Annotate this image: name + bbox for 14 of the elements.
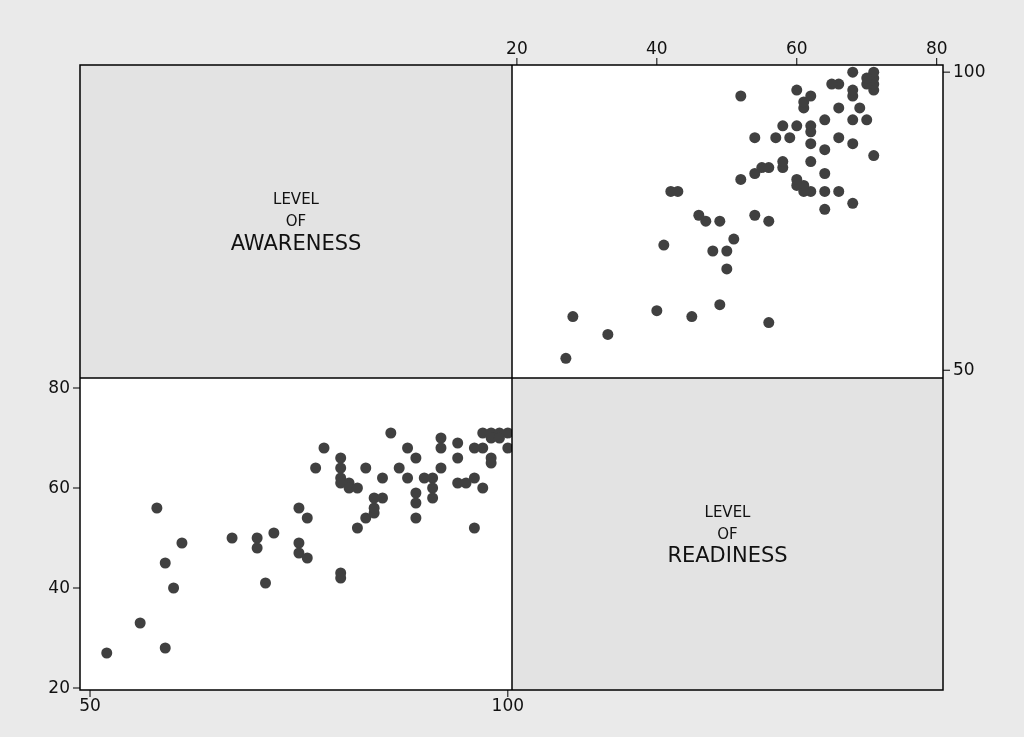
y-tick-label: 20 bbox=[48, 677, 70, 697]
x-tick-label: 20 bbox=[506, 38, 528, 58]
y-tick-label: 80 bbox=[48, 377, 70, 397]
y-tick-label: 60 bbox=[48, 477, 70, 497]
text: LEVEL bbox=[273, 190, 320, 208]
text: READINESS bbox=[667, 543, 788, 567]
text: LEVEL bbox=[704, 502, 752, 521]
text: AWARENESS bbox=[230, 230, 362, 255]
x-tick-label: 80 bbox=[925, 38, 948, 58]
text: OF bbox=[285, 212, 307, 230]
x-tick-label: 40 bbox=[646, 38, 668, 58]
y-tick-label: 40 bbox=[48, 577, 70, 597]
text: OF bbox=[717, 524, 738, 543]
x-tick-label: 60 bbox=[785, 38, 808, 58]
